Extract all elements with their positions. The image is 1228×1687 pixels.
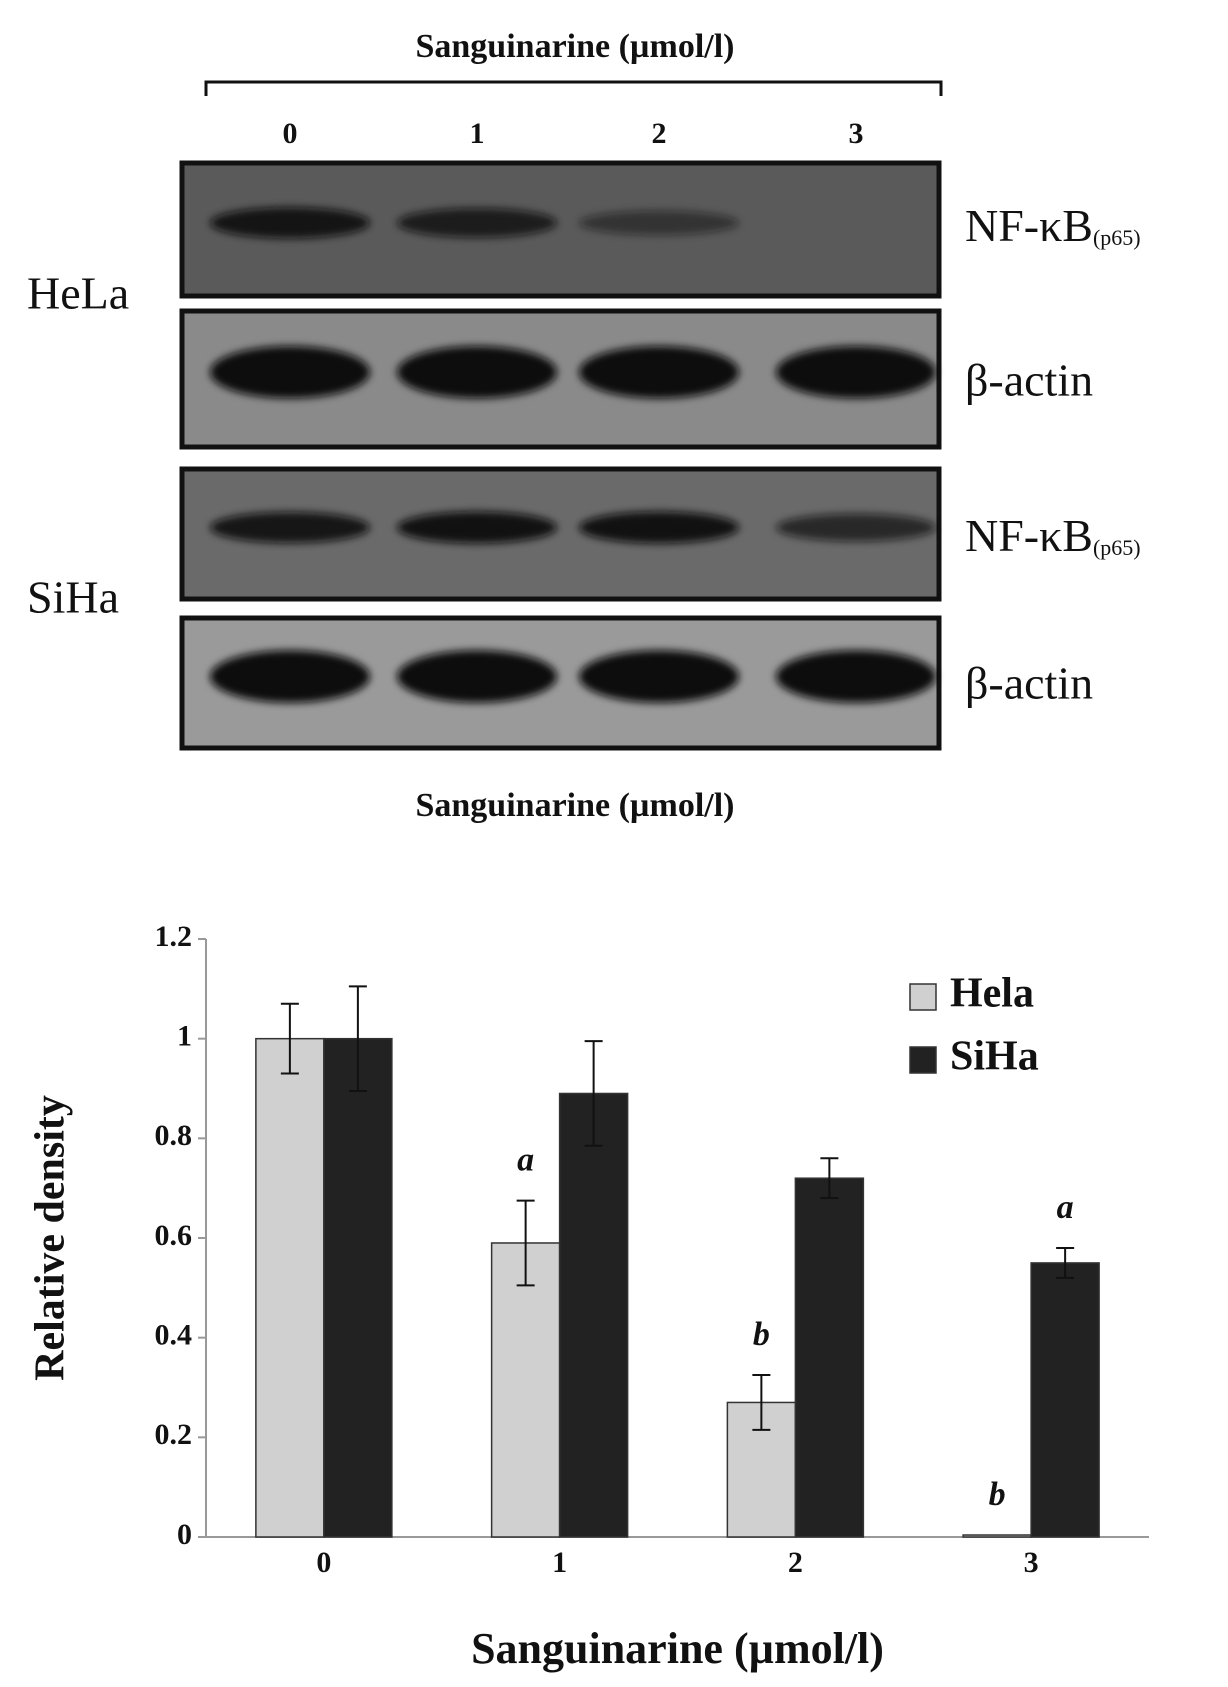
significance-label: b: [989, 1476, 1006, 1513]
y-tick-label: 0: [177, 1518, 192, 1551]
significance-label: b: [753, 1316, 770, 1353]
band: [397, 511, 557, 544]
bracket: [204, 80, 943, 96]
protein-name: NF-κB: [965, 510, 1093, 561]
band: [579, 650, 739, 703]
legend-swatch: [909, 1046, 937, 1074]
error-bar: [584, 1040, 603, 1147]
bar: [255, 1037, 325, 1538]
legend-swatch: [909, 983, 937, 1011]
cell-line-label: SiHa: [27, 572, 119, 623]
legend-label: Hela: [950, 971, 1034, 1017]
x-axis-label: Sanguinarine (µmol/l): [471, 1624, 884, 1673]
band: [397, 208, 557, 238]
band: [210, 511, 370, 544]
band: [210, 207, 370, 239]
lane-label: 0: [283, 117, 298, 150]
band: [210, 650, 370, 703]
y-tick-label: 0.6: [155, 1219, 193, 1252]
error-bar: [348, 985, 367, 1092]
bar: [558, 1092, 629, 1538]
bar: [1030, 1262, 1100, 1538]
band: [210, 346, 370, 399]
bar: [794, 1177, 865, 1538]
band: [579, 346, 739, 399]
x-tick-label: 2: [788, 1546, 803, 1579]
band: [397, 346, 557, 399]
band: [397, 650, 557, 703]
blot-title: Sanguinarine (µmol/l): [415, 28, 734, 65]
y-tick-label: 0.2: [155, 1418, 193, 1451]
error-bar: [1056, 1246, 1075, 1279]
protein-subscript: (p65): [1093, 535, 1141, 560]
protein-name: NF-κB: [965, 200, 1093, 251]
error-bar: [752, 1374, 771, 1431]
significance-label: a: [517, 1141, 534, 1178]
protein-label: NF-κB(p65): [965, 200, 1141, 251]
blot-caption: Sanguinarine (µmol/l): [415, 787, 734, 824]
western-blot: Sanguinarine (µmol/l) 0 1 2 3 HeLa SiHa …: [27, 28, 1141, 824]
control-label: β-actin: [965, 658, 1093, 709]
bar: [490, 1242, 561, 1538]
legend-label: SiHa: [950, 1034, 1039, 1080]
y-tick-label: 1: [177, 1020, 192, 1053]
protein-label: NF-κB(p65): [965, 510, 1141, 561]
protein-subscript: (p65): [1093, 225, 1141, 250]
significance-label: a: [1057, 1189, 1074, 1226]
band: [579, 210, 739, 236]
band: [776, 513, 936, 542]
error-bar: [820, 1157, 839, 1200]
x-tick-label: 1: [552, 1546, 567, 1579]
y-tick-label: 1.2: [155, 920, 193, 953]
cell-line-label: HeLa: [27, 268, 129, 319]
lane-label: 1: [470, 117, 485, 150]
y-axis-label: Relative density: [28, 1095, 74, 1381]
band: [579, 511, 739, 544]
lane-label: 3: [849, 117, 864, 150]
bar: [323, 1037, 393, 1538]
x-tick-label: 0: [316, 1546, 331, 1579]
lane-label: 2: [652, 117, 667, 150]
control-label: β-actin: [965, 355, 1093, 406]
y-tick-label: 0.8: [155, 1119, 193, 1152]
x-tick-label: 3: [1024, 1546, 1039, 1579]
y-tick-label: 0.4: [155, 1319, 193, 1352]
bar: [962, 1534, 1032, 1538]
band: [776, 650, 936, 703]
band: [776, 346, 936, 399]
error-bar: [516, 1199, 535, 1287]
error-bar: [280, 1002, 299, 1075]
